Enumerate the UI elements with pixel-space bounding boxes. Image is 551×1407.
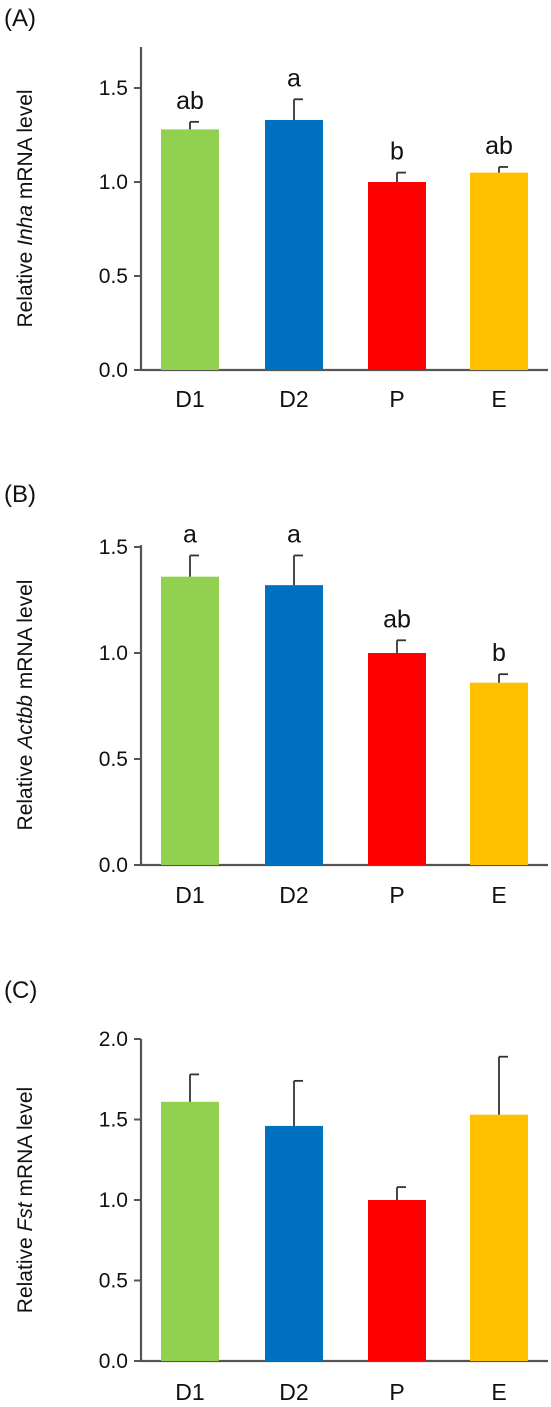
y-tick-label: 0.0 bbox=[99, 854, 128, 877]
bar-p bbox=[368, 653, 426, 865]
y-tick-label: 0.0 bbox=[99, 359, 128, 382]
x-category-label: E bbox=[491, 386, 506, 412]
y-axis-label: Relative Actbb mRNA level bbox=[14, 580, 37, 831]
bar-d1 bbox=[161, 129, 219, 370]
x-category-label: D2 bbox=[279, 1379, 308, 1405]
y-tick-label: 1.0 bbox=[99, 171, 128, 194]
bar-d2 bbox=[265, 119, 323, 371]
significance-label: a bbox=[287, 64, 301, 92]
bar-e bbox=[470, 172, 528, 370]
bar-e bbox=[470, 682, 528, 865]
bar-e bbox=[470, 1114, 528, 1361]
y-tick-label: 1.5 bbox=[99, 77, 128, 100]
y-tick-label: 0.0 bbox=[99, 1350, 128, 1373]
chart-panel-a: (A) 0.0 0.5 1.0 1.5 Relative Inha mRNA level a… bbox=[4, 5, 548, 412]
x-category-label: D2 bbox=[279, 386, 308, 412]
y-tick-label: 0.5 bbox=[99, 265, 128, 288]
x-category-label: E bbox=[491, 882, 506, 908]
bar-p bbox=[368, 182, 426, 370]
significance-label: ab bbox=[176, 87, 204, 115]
x-category-label: D1 bbox=[175, 1379, 204, 1405]
panel-label: (B) bbox=[4, 481, 36, 508]
bar-d1 bbox=[161, 576, 219, 865]
y-tick-label: 1.0 bbox=[99, 1189, 128, 1212]
significance-label: a bbox=[287, 520, 301, 548]
significance-label: b bbox=[492, 639, 506, 667]
panel-label: (A) bbox=[4, 5, 36, 32]
significance-label: ab bbox=[485, 132, 513, 160]
y-axis-label: Relative Inha mRNA level bbox=[14, 89, 37, 327]
chart-panel-c: (C) 0.0 0.5 1.0 1.5 2.0 Relative Fst mRNA leve… bbox=[4, 977, 548, 1405]
bar-d2 bbox=[265, 1125, 323, 1361]
significance-label: b bbox=[390, 138, 404, 166]
significance-label: ab bbox=[383, 605, 411, 633]
y-tick-label: 1.0 bbox=[99, 642, 128, 665]
bar-d1 bbox=[161, 1101, 219, 1361]
y-tick-label: 1.5 bbox=[99, 1109, 128, 1132]
bar-d2 bbox=[265, 585, 323, 865]
x-category-label: D1 bbox=[175, 386, 204, 412]
y-tick-label: 0.5 bbox=[99, 748, 128, 771]
y-tick-label: 0.5 bbox=[99, 1270, 128, 1293]
significance-label: a bbox=[183, 520, 197, 548]
x-category-label: P bbox=[389, 882, 404, 908]
y-axis-label: Relative Fst mRNA level bbox=[14, 1087, 37, 1313]
y-tick-label: 2.0 bbox=[99, 1028, 128, 1051]
x-category-label: D1 bbox=[175, 882, 204, 908]
y-tick-label: 1.5 bbox=[99, 536, 128, 559]
x-category-label: P bbox=[389, 1379, 404, 1405]
x-category-label: P bbox=[389, 386, 404, 412]
x-category-label: E bbox=[491, 1379, 506, 1405]
bar-p bbox=[368, 1200, 426, 1361]
x-category-label: D2 bbox=[279, 882, 308, 908]
panel-label: (C) bbox=[4, 977, 37, 1004]
chart-panel-b: (B) 0.0 0.5 1.0 1.5 Relative Actbb mRNA level… bbox=[4, 481, 548, 908]
